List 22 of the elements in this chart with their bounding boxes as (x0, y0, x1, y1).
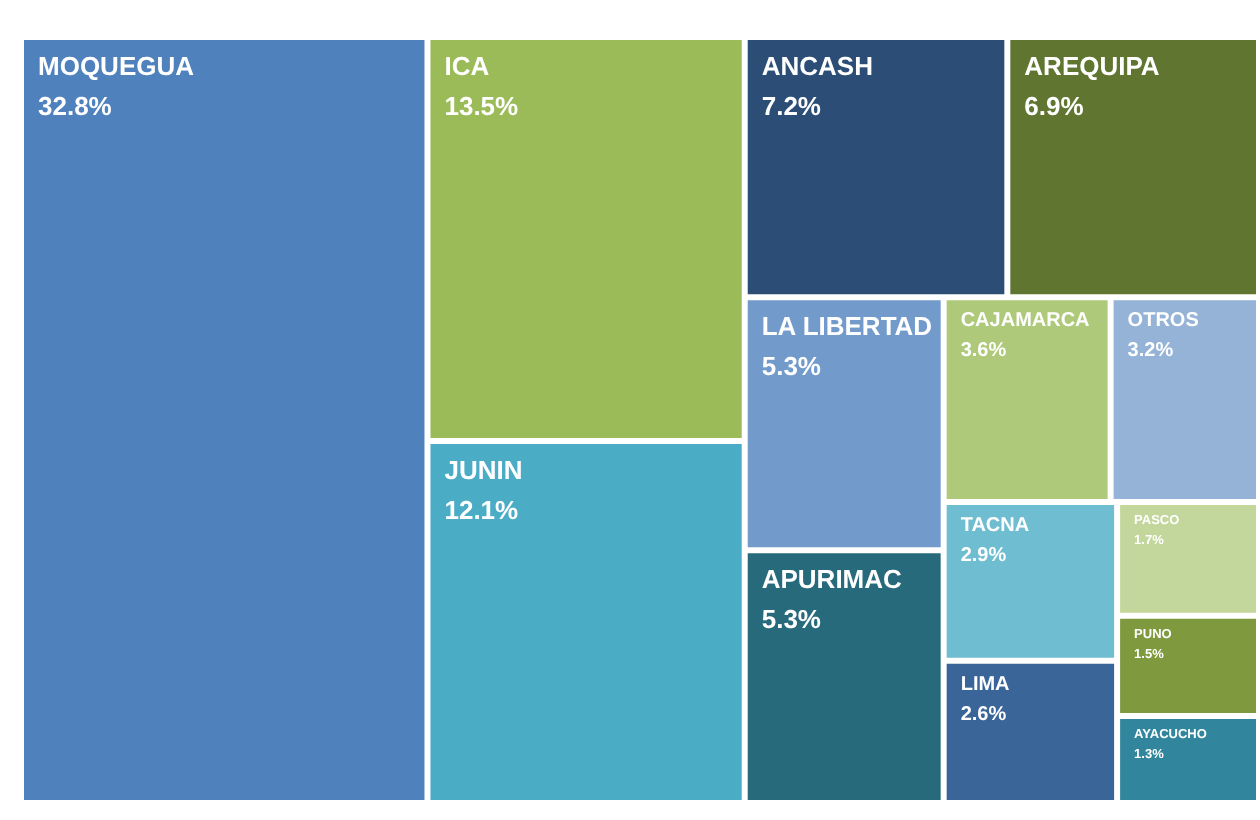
data-label: 13.5% (444, 91, 520, 121)
category-label: CAJAMARCA (960, 310, 1090, 333)
data-label: 12.1% (444, 494, 520, 525)
category-label: AREQUIPA (1024, 51, 1161, 81)
data-label: 2.6% (960, 703, 1007, 726)
data-label: 3.6% (960, 340, 1007, 363)
data-label: 2.9% (960, 544, 1007, 567)
data-label: 5.3% (761, 351, 822, 382)
category-label: APURIMAC (761, 564, 904, 595)
category-label: ICA (444, 51, 491, 81)
category-label: TACNA (960, 514, 1030, 537)
category-label: OTROS (1127, 310, 1200, 333)
data-label: 6.9% (1024, 91, 1085, 121)
data-label: 5.3% (761, 604, 822, 635)
category-label: LIMA (960, 673, 1010, 696)
category-label: JUNIN (444, 454, 523, 485)
category-label: LA LIBERTAD (761, 311, 933, 342)
category-label: ANCASH (761, 51, 873, 81)
data-label: 7.2% (761, 91, 822, 121)
data-label: 32.8% (38, 91, 113, 121)
data-label: 3.2% (1127, 340, 1174, 363)
category-label: MOQUEGUA (38, 51, 196, 81)
